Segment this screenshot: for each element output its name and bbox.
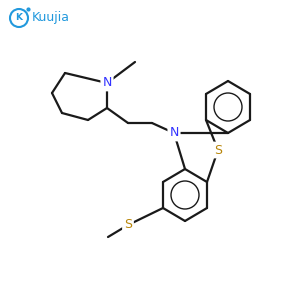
Text: N: N — [169, 127, 179, 140]
Text: Kuujia: Kuujia — [32, 11, 70, 25]
Text: N: N — [102, 76, 112, 89]
Text: K: K — [16, 14, 22, 22]
Text: S: S — [124, 218, 132, 232]
Text: S: S — [214, 143, 222, 157]
